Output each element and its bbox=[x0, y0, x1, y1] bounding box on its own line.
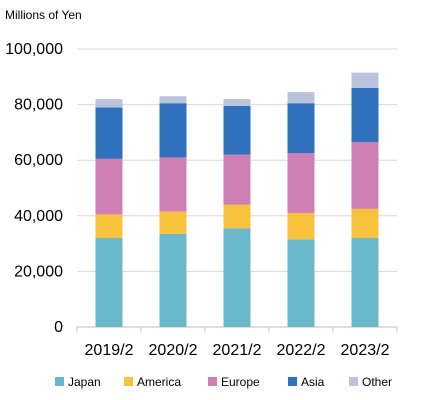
bar-segment-japan bbox=[223, 228, 251, 327]
bar-segment-asia bbox=[287, 103, 315, 154]
unit-label: Millions of Yen bbox=[5, 8, 82, 22]
legend-swatch-europe bbox=[208, 377, 217, 386]
bar-segment-europe bbox=[351, 142, 379, 209]
bar-segment-america bbox=[223, 204, 251, 229]
bar-segment-america bbox=[351, 208, 379, 239]
legend-label-europe: Europe bbox=[221, 375, 260, 389]
y-tick-labels: 0 20,000 40,000 60,000 80,000 100,000 bbox=[5, 41, 63, 336]
bar-segment-america bbox=[287, 213, 315, 240]
x-tick-label: 2022/2 bbox=[277, 342, 326, 359]
bar-segment-japan bbox=[351, 238, 379, 327]
bar-segment-other bbox=[95, 99, 123, 108]
y-tick-label: 100,000 bbox=[5, 41, 63, 58]
bars bbox=[95, 72, 379, 327]
bar-segment-other bbox=[223, 99, 251, 106]
y-tick-label: 20,000 bbox=[14, 263, 63, 280]
bar-segment-japan bbox=[159, 233, 187, 327]
bar-segment-other bbox=[159, 96, 187, 104]
bar-segment-asia bbox=[223, 105, 251, 155]
y-tick-label: 0 bbox=[54, 319, 63, 336]
bar-segment-europe bbox=[287, 153, 315, 214]
bar-segment-asia bbox=[351, 87, 379, 143]
legend-swatch-asia bbox=[288, 377, 297, 386]
legend-label-japan: Japan bbox=[68, 375, 101, 389]
legend: Japan America Europe Asia Other bbox=[55, 375, 392, 389]
legend-swatch-other bbox=[349, 377, 358, 386]
x-tick-label: 2021/2 bbox=[213, 342, 262, 359]
bar-segment-europe bbox=[159, 157, 187, 212]
bar-segment-japan bbox=[287, 239, 315, 327]
y-tick-label: 40,000 bbox=[14, 208, 63, 225]
y-tick-label: 80,000 bbox=[14, 97, 63, 114]
legend-label-other: Other bbox=[362, 375, 392, 389]
legend-label-america: America bbox=[137, 375, 181, 389]
bar-segment-asia bbox=[95, 107, 123, 159]
bar-segment-america bbox=[95, 214, 123, 239]
bar-segment-europe bbox=[223, 154, 251, 205]
bar-segment-europe bbox=[95, 158, 123, 215]
legend-label-asia: Asia bbox=[301, 375, 325, 389]
x-tick-label: 2019/2 bbox=[85, 342, 134, 359]
bar-segment-asia bbox=[159, 103, 187, 158]
legend-swatch-japan bbox=[55, 377, 64, 386]
legend-swatch-america bbox=[124, 377, 133, 386]
x-tick-labels: 2019/2 2020/2 2021/2 2022/2 2023/2 bbox=[85, 342, 390, 359]
bar-segment-other bbox=[287, 92, 315, 104]
x-tick-label: 2020/2 bbox=[149, 342, 198, 359]
y-tick-label: 60,000 bbox=[14, 152, 63, 169]
bar-segment-america bbox=[159, 211, 187, 234]
x-tick-label: 2023/2 bbox=[341, 342, 390, 359]
bar-segment-other bbox=[351, 72, 379, 88]
bar-segment-japan bbox=[95, 238, 123, 327]
